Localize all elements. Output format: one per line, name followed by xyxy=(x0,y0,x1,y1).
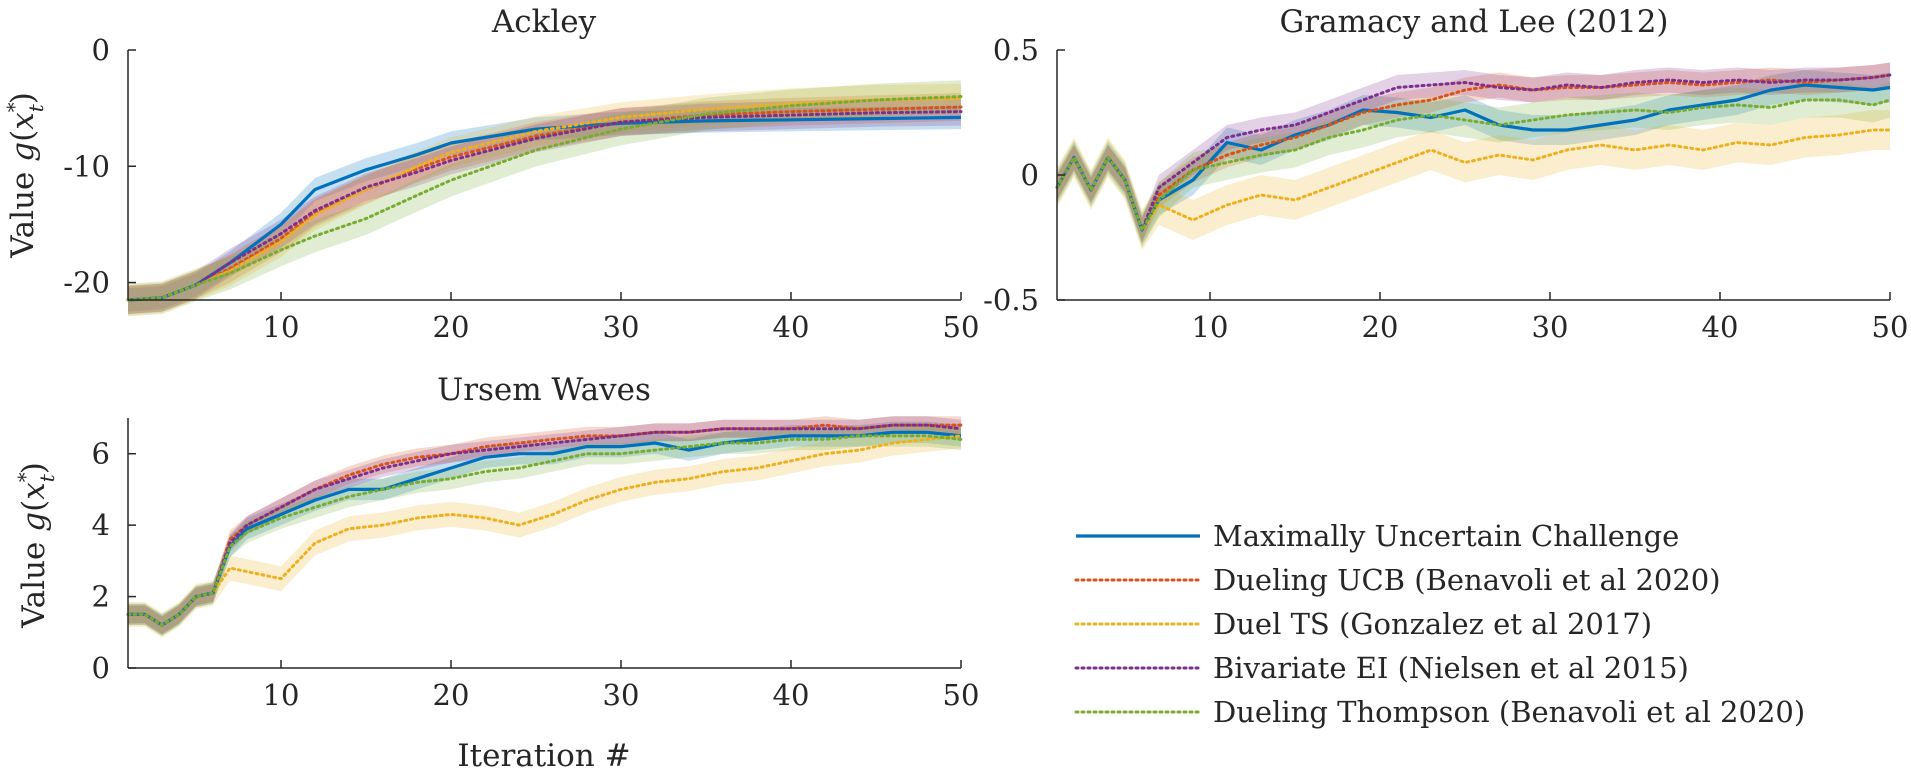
ackley-xtick-label: 30 xyxy=(603,310,640,344)
ylabel-paren-close: ) xyxy=(5,92,41,104)
ackley-xtick-label: 40 xyxy=(773,310,810,344)
ackley-line-bivariate-ei-nielsen-et-al-2015 xyxy=(126,110,963,302)
gramacy-band-dueling-thompson-benavoli-et-al-2020 xyxy=(1057,82,1890,248)
panel-ursem-ylabel: Value g(x*t) xyxy=(13,462,59,629)
ackley-ytick-label: -20 xyxy=(63,266,110,300)
panel-gramacy-ticks: 10 20 30 40 50 -0.5 0 0.5 xyxy=(983,33,1908,344)
ackley-xtick-label: 20 xyxy=(433,310,470,344)
panel-gramacy-lines xyxy=(1055,73,1892,232)
legend-label-maximally-uncertain-challenge: Maximally Uncertain Challenge xyxy=(1213,519,1679,553)
panel-ackley-axes xyxy=(127,50,961,301)
panel-ackley-title: Ackley xyxy=(491,4,597,40)
legend-label-duel-ts-gonzalez-et-al-2017: Duel TS (Gonzalez et al 2017) xyxy=(1213,607,1652,641)
ylabel-prefix: Value xyxy=(5,162,41,259)
ursem-xtick-label: 10 xyxy=(263,678,300,712)
ursem-band-duel-ts-gonzalez-et-al-2017 xyxy=(128,423,961,638)
ackley-band-dueling-thompson-benavoli-et-al-2020 xyxy=(128,80,961,317)
ylabel-g: g xyxy=(16,512,52,532)
panel-ursem-title: Ursem Waves xyxy=(437,372,651,408)
legend: Maximally Uncertain Challenge Dueling UCB… xyxy=(1074,519,1805,729)
gramacy-ytick-label: 0 xyxy=(1021,158,1039,192)
ursem-band-maximally-uncertain-challenge xyxy=(128,421,961,636)
ylabel-t: t xyxy=(24,103,48,112)
gramacy-xtick-label: 30 xyxy=(1532,310,1569,344)
panel-ursem-xlabel: Iteration # xyxy=(457,738,630,774)
gramacy-xtick-label: 10 xyxy=(1192,310,1229,344)
panel-ackley-ylabel: Value g(x*t) xyxy=(2,92,48,259)
legend-label-dueling-ucb-benavoli-et-al-2020: Dueling UCB (Benavoli et al 2020) xyxy=(1213,563,1721,597)
panel-gramacy-title: Gramacy and Lee (2012) xyxy=(1279,4,1668,40)
ursem-xtick-label: 50 xyxy=(943,678,980,712)
panel-ackley: Ackley 10 20 30 40 50 -20 -10 0 Value g(x*t) xyxy=(2,4,979,344)
panel-ursem-axes xyxy=(127,418,961,669)
ackley-ytick-label: 0 xyxy=(92,33,110,67)
ylabel-paren-open: ( xyxy=(5,130,41,142)
legend-label-dueling-thompson-benavoli-et-al-2020: Dueling Thompson (Benavoli et al 2020) xyxy=(1213,695,1805,729)
ylabel-x: x xyxy=(16,482,52,500)
ursem-line-dueling-thompson-benavoli-et-al-2020 xyxy=(126,434,963,627)
ackley-xtick-label: 10 xyxy=(263,310,300,344)
panel-ackley-bands xyxy=(128,80,961,317)
ylabel-prefix: Value xyxy=(16,532,52,629)
ylabel-g: g xyxy=(5,142,41,162)
gramacy-band-duel-ts-gonzalez-et-al-2017 xyxy=(1057,110,1890,250)
ackley-xtick-label: 50 xyxy=(943,310,980,344)
gramacy-band-maximally-uncertain-challenge xyxy=(1057,70,1890,245)
ylabel-star: * xyxy=(13,472,37,482)
panel-gramacy: Gramacy and Lee (2012) 10 20 30 40 50 -0.5 0 0.… xyxy=(983,4,1908,344)
ylabel-x: x xyxy=(5,112,41,130)
panel-ackley-lines xyxy=(126,95,963,302)
ylabel-paren-open: ( xyxy=(16,500,52,512)
gramacy-xtick-label: 40 xyxy=(1702,310,1739,344)
ursem-ytick-label: 6 xyxy=(92,437,110,471)
ackley-line-dueling-thompson-benavoli-et-al-2020 xyxy=(126,95,963,302)
gramacy-line-dueling-thompson-benavoli-et-al-2020 xyxy=(1055,98,1892,232)
panel-ackley-ticks: 10 20 30 40 50 -20 -10 0 xyxy=(63,33,979,344)
gramacy-xtick-label: 50 xyxy=(1872,310,1909,344)
ackley-ytick-label: -10 xyxy=(63,149,110,183)
legend-label-bivariate-ei-nielsen-et-al-2015: Bivariate EI (Nielsen et al 2015) xyxy=(1213,651,1689,685)
panel-ursem-ticks: 10 20 30 40 50 0 2 4 6 xyxy=(92,437,980,712)
gramacy-ytick-label: 0.5 xyxy=(993,33,1039,67)
panel-ursem-lines xyxy=(126,423,963,627)
gramacy-xtick-label: 20 xyxy=(1362,310,1399,344)
ylabel-t: t xyxy=(35,473,59,482)
ursem-ytick-label: 0 xyxy=(92,651,110,685)
ylabel-star: * xyxy=(2,102,26,112)
gramacy-ytick-label: -0.5 xyxy=(983,283,1039,317)
ursem-xtick-label: 40 xyxy=(773,678,810,712)
ursem-xtick-label: 30 xyxy=(603,678,640,712)
ylabel-paren-close: ) xyxy=(16,462,52,474)
ursem-ytick-label: 2 xyxy=(92,580,110,614)
ursem-xtick-label: 20 xyxy=(433,678,470,712)
ackley-line-duel-ts-gonzalez-et-al-2017 xyxy=(126,97,963,302)
ursem-ytick-label: 4 xyxy=(92,508,110,542)
